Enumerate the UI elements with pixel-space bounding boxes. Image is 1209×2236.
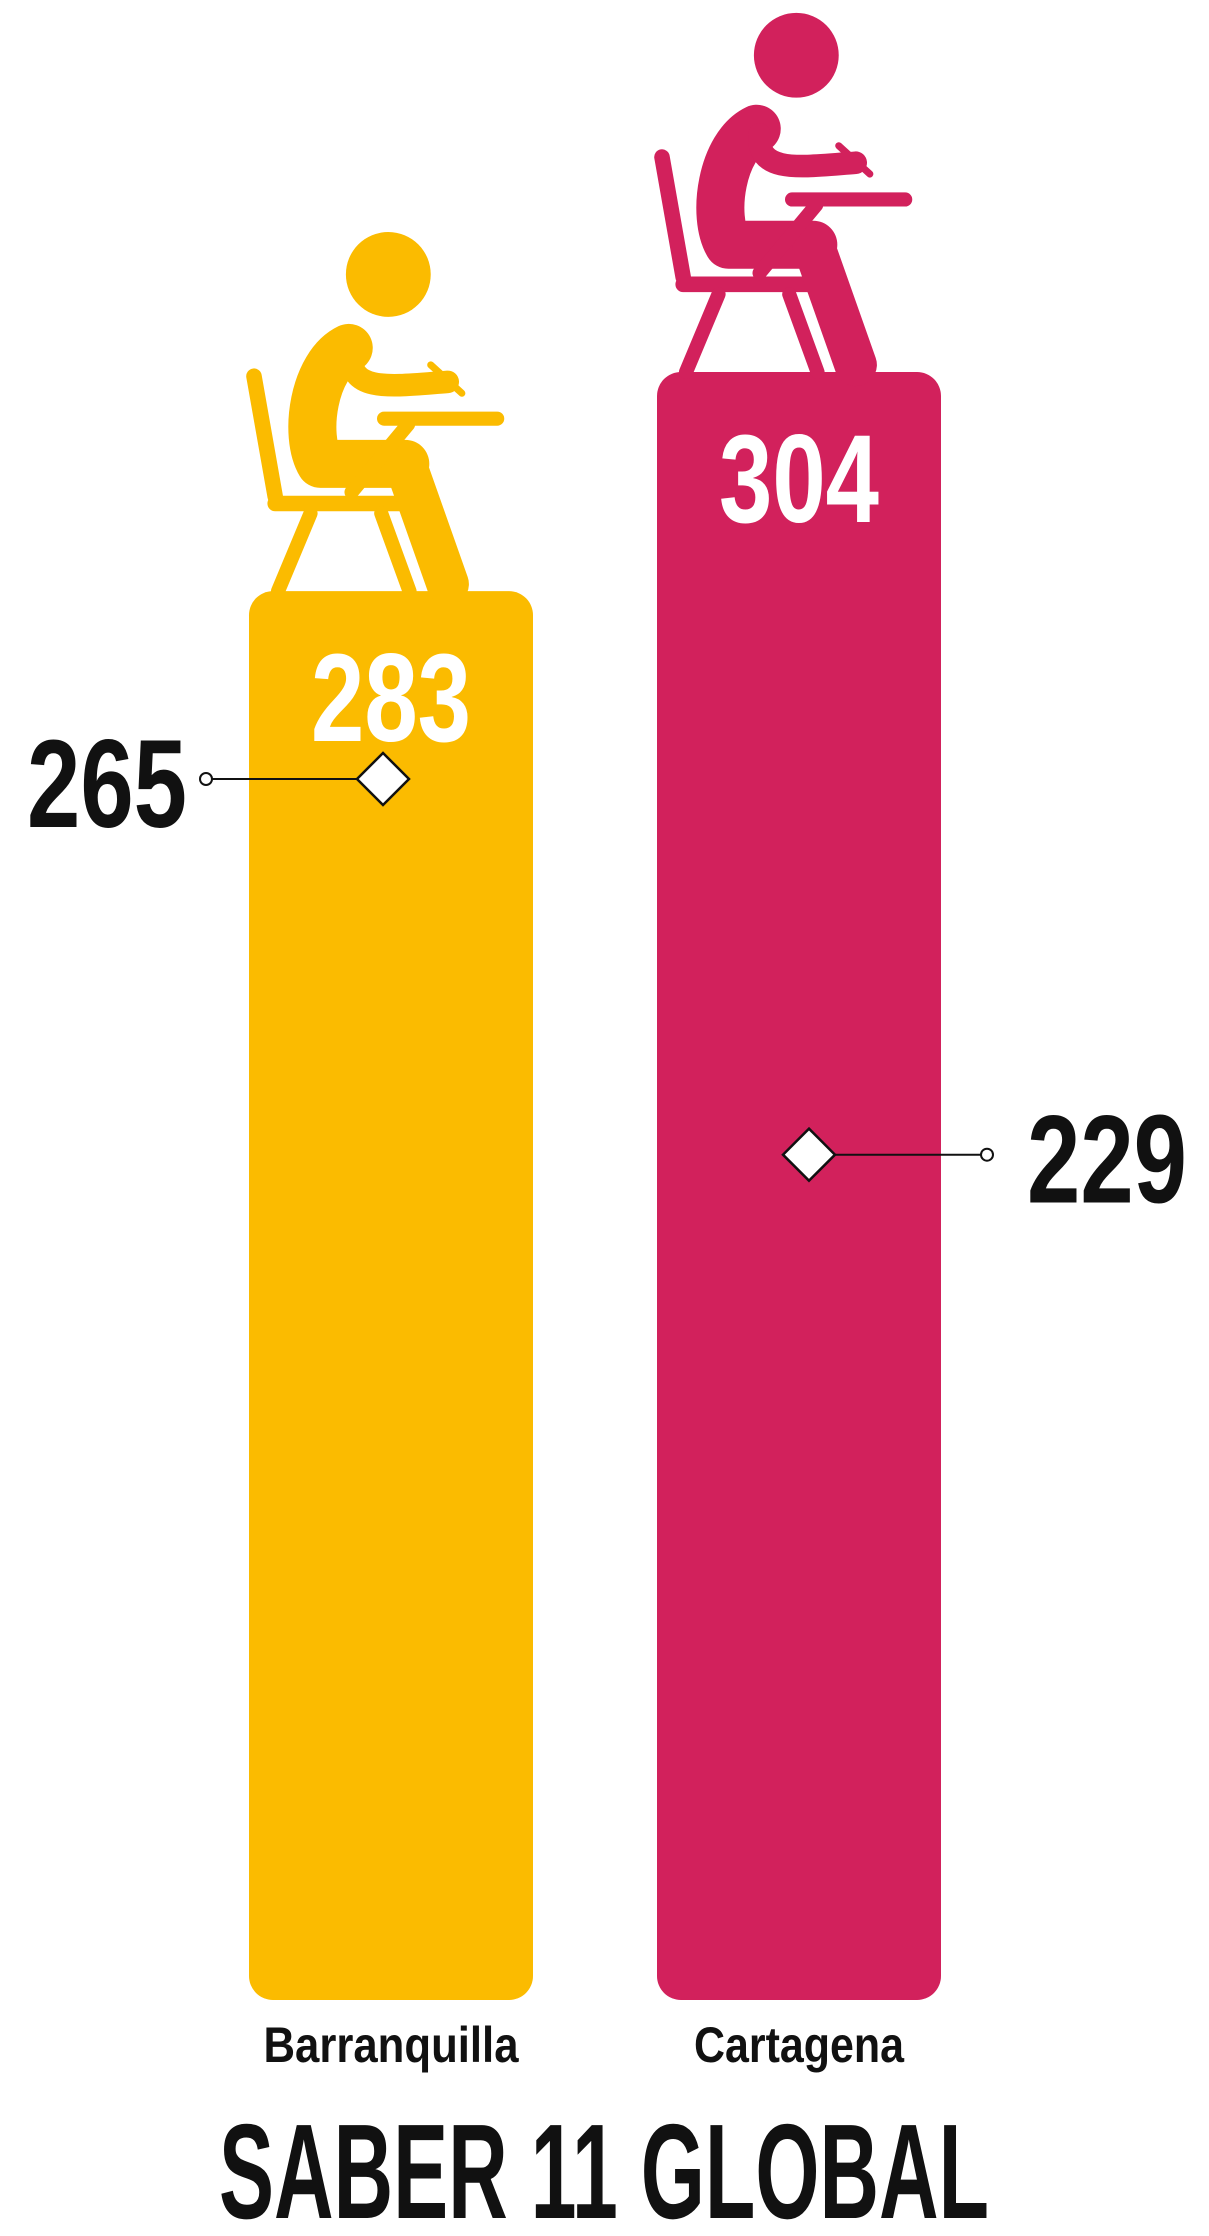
student-torso [288,323,430,488]
x-tick-label: Barranquilla [264,2017,520,2073]
diamond-marker [781,1126,837,1183]
pencil [835,142,874,178]
student-arm [340,342,460,397]
marker-label: 265 [27,715,187,854]
student-leg [384,442,469,606]
student-head [345,231,431,317]
diamond-marker [355,751,411,807]
leader-dot [199,772,213,786]
value-label: 283 [311,629,471,768]
chair-leg [678,287,825,380]
chair-leg [270,506,417,599]
chair-back [246,368,283,505]
student-icon [246,231,505,606]
student-arm [748,123,868,178]
leader-dot [980,1147,994,1162]
bar [249,591,533,2001]
student-torso [696,104,838,269]
bar [657,372,941,2000]
marker-label: 229 [1027,1091,1187,1230]
student-leg [792,223,877,387]
x-tick-label: Cartagena [694,2017,905,2073]
chair-back [654,149,691,286]
student-icon [654,12,913,387]
chart-title: SABER 11 GLOBAL [219,2096,989,2236]
pencil [427,361,466,397]
desk [344,411,505,500]
student-head [753,12,839,98]
desk [752,192,913,281]
value-label: 304 [719,410,879,549]
